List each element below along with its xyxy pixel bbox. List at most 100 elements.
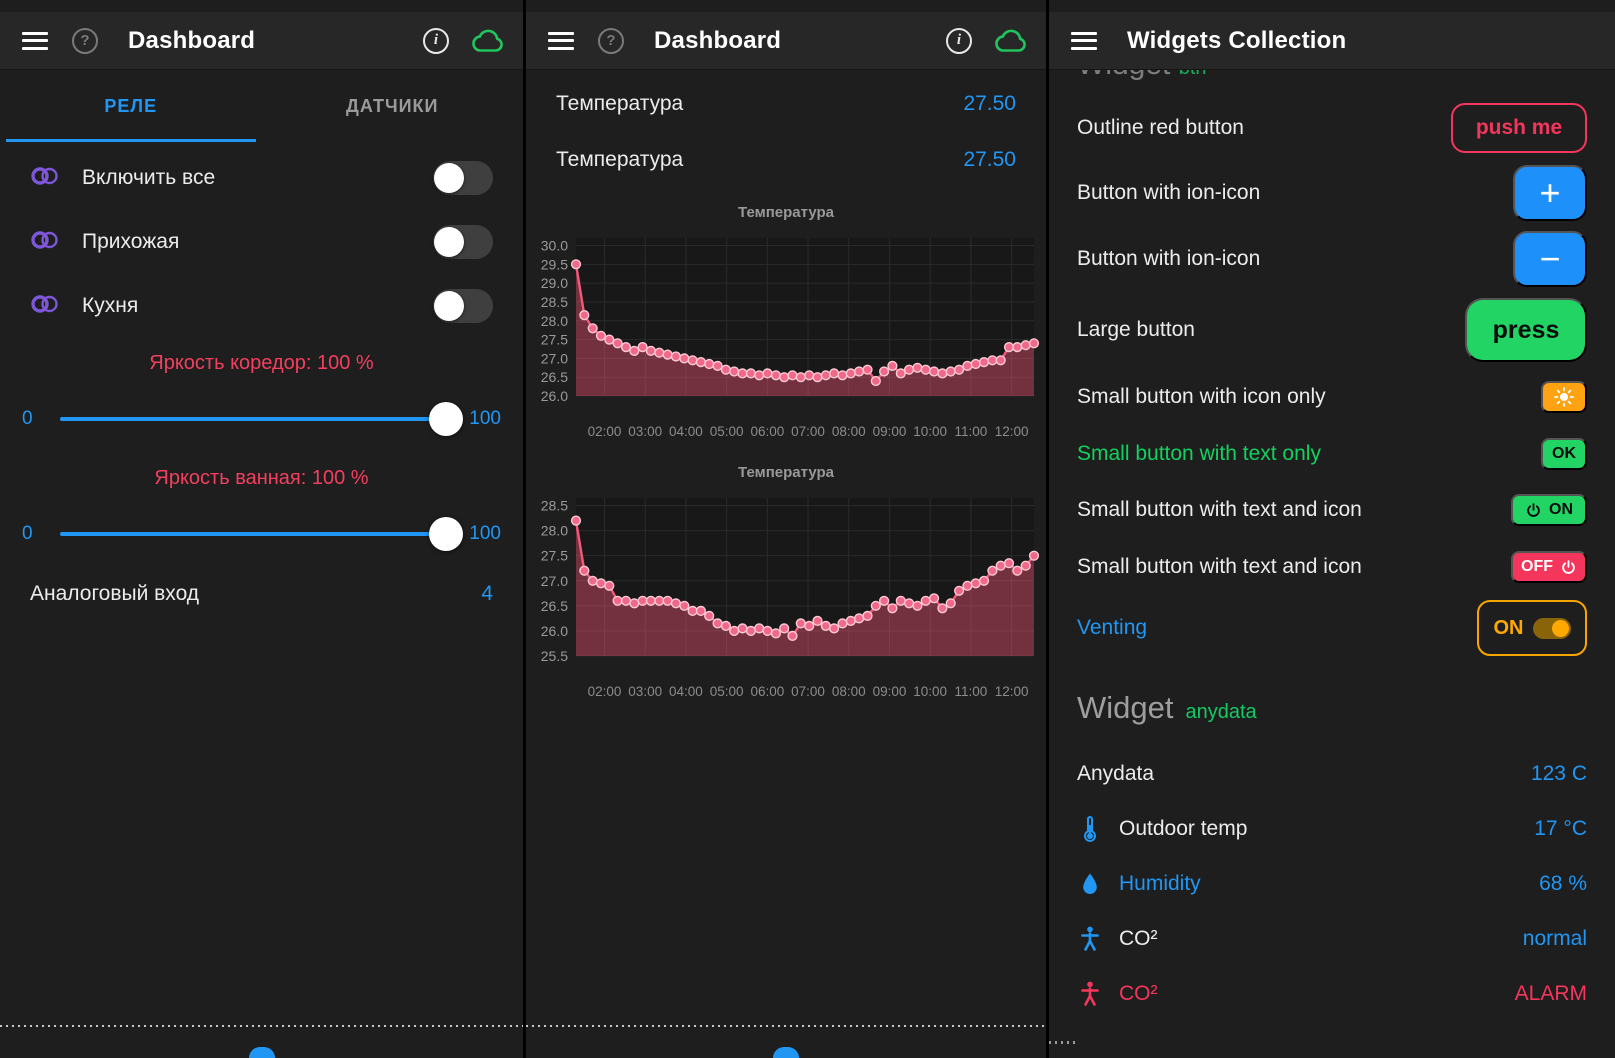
- menu-icon[interactable]: [544, 24, 578, 58]
- info-icon[interactable]: i: [419, 24, 453, 58]
- svg-text:07:00: 07:00: [791, 684, 825, 699]
- sun-icon: [1554, 387, 1574, 407]
- svg-text:12:00: 12:00: [995, 684, 1029, 699]
- row-label: CO²: [1119, 926, 1158, 950]
- row-label: Anydata: [1077, 761, 1155, 785]
- svg-text:09:00: 09:00: [873, 424, 907, 439]
- push-me-button[interactable]: push me: [1451, 103, 1587, 153]
- menu-icon[interactable]: [1067, 24, 1101, 58]
- toggle-on-icon: [1532, 617, 1571, 639]
- minus-button[interactable]: −: [1513, 231, 1587, 287]
- svg-text:08:00: 08:00: [832, 684, 866, 699]
- toggle-switch-hallway[interactable]: [433, 225, 493, 259]
- power-icon: [1527, 502, 1540, 517]
- info-icon[interactable]: i: [942, 24, 976, 58]
- panel-widgets-collection: Widgets Collection Widget btn Outline re…: [1049, 0, 1615, 1058]
- data-row-co2-alarm: CO² ALARM: [1049, 966, 1615, 1021]
- section-heading-anydata: Widget anydata: [1049, 690, 1615, 736]
- svg-text:10:00: 10:00: [913, 684, 947, 699]
- widget-row-off: Small button with text and icon OFF: [1049, 538, 1615, 596]
- press-button[interactable]: press: [1465, 298, 1587, 362]
- on-button[interactable]: ON: [1511, 494, 1587, 526]
- svg-text:30.0: 30.0: [541, 238, 568, 254]
- tab-relays[interactable]: РЕЛЕ: [0, 70, 262, 142]
- data-row-anydata: Anydata 123 C: [1049, 746, 1615, 801]
- section-subtitle: anydata: [1185, 701, 1257, 723]
- power-icon: [1562, 559, 1575, 574]
- svg-text:27.5: 27.5: [541, 332, 568, 348]
- row-label: Humidity: [1119, 871, 1201, 895]
- ok-button[interactable]: OK: [1541, 438, 1587, 470]
- plus-button[interactable]: +: [1513, 165, 1587, 221]
- help-icon[interactable]: ?: [594, 24, 628, 58]
- help-icon[interactable]: ?: [68, 24, 102, 58]
- slider-knob[interactable]: [429, 517, 464, 551]
- appbar: ? Dashboard i: [0, 12, 523, 70]
- data-row-outdoor-temp: Outdoor temp 17 °C: [1049, 801, 1615, 856]
- analog-input-row: Аналоговый вход 4: [0, 566, 523, 622]
- row-label: Button with ion-icon: [1077, 247, 1261, 270]
- slider-knob[interactable]: [429, 402, 464, 436]
- widget-row-outline-red: Outline red button push me: [1049, 96, 1615, 160]
- svg-text:06:00: 06:00: [750, 424, 784, 439]
- svg-text:25.5: 25.5: [541, 648, 568, 664]
- slider-track[interactable]: [60, 399, 464, 439]
- row-label: Small button with icon only: [1077, 385, 1326, 408]
- panel-divider: [523, 0, 526, 1058]
- svg-text:27.0: 27.0: [541, 573, 568, 589]
- svg-text:11:00: 11:00: [955, 684, 988, 699]
- sun-button[interactable]: [1541, 381, 1587, 413]
- off-button[interactable]: OFF: [1511, 551, 1587, 583]
- row-value: 123 C: [1530, 761, 1587, 785]
- slider-label: Яркость коредор: 100 %: [149, 352, 374, 374]
- temperature-chart-1: Температура 26.0 26.5 27.0 27.5 28.0 28.5 29.0…: [526, 204, 1046, 442]
- venting-button[interactable]: ON: [1477, 600, 1587, 656]
- row-label: Large button: [1077, 318, 1195, 341]
- widget-row-on: Small button with text and icon ON: [1049, 482, 1615, 538]
- svg-text:02:00: 02:00: [588, 424, 622, 439]
- line-chart: 25.5 26.0 26.5 27.0 27.5 28.0 28.5 02:00 03:00 04…: [541, 498, 1040, 699]
- slider-track[interactable]: [60, 514, 464, 554]
- slider-bathroom: Яркость ванная: 100 % 0 100: [0, 467, 523, 554]
- svg-text:26.5: 26.5: [541, 369, 568, 385]
- svg-text:03:00: 03:00: [628, 684, 662, 699]
- switch-row-hallway: Прихожая: [0, 214, 523, 270]
- venting-state-label: ON: [1493, 616, 1524, 639]
- toggle-widget-icon: [30, 293, 60, 320]
- temperature-row: Температура 27.50: [526, 132, 1046, 188]
- switch-label: Прихожая: [82, 230, 180, 253]
- chart-title: Температура: [738, 204, 834, 221]
- svg-text:11:00: 11:00: [955, 424, 988, 439]
- panel-dashboard-charts: ? Dashboard i Температура 27.50 Температ…: [526, 0, 1046, 1058]
- temperature-value: 27.50: [963, 148, 1016, 171]
- row-value: 17 °C: [1534, 816, 1587, 840]
- dotted-divider: [0, 1025, 523, 1028]
- widget-row-venting: Venting ON: [1049, 596, 1615, 660]
- svg-text:06:00: 06:00: [750, 684, 784, 699]
- chart-title: Температура: [738, 464, 834, 481]
- svg-text:28.5: 28.5: [541, 498, 568, 514]
- person-icon: [1077, 926, 1103, 952]
- menu-icon[interactable]: [18, 24, 52, 58]
- next-widget-peek: [773, 1047, 799, 1058]
- row-value: 68 %: [1539, 871, 1587, 895]
- svg-text:29.0: 29.0: [541, 275, 568, 291]
- tab-sensors[interactable]: ДАТЧИКИ: [346, 95, 439, 116]
- cloud-status-icon: [994, 24, 1028, 58]
- row-label: Outline red button: [1077, 116, 1244, 139]
- page-title: Widgets Collection: [1127, 26, 1347, 54]
- svg-text:12:00: 12:00: [995, 424, 1029, 439]
- toggle-switch-kitchen[interactable]: [433, 289, 493, 323]
- on-label: ON: [1549, 501, 1573, 518]
- widget-row-large-button: Large button press: [1049, 292, 1615, 368]
- clipped-heading-word: Widget: [1077, 70, 1170, 81]
- temperature-label: Температура: [556, 148, 684, 171]
- row-label: Small button with text and icon: [1077, 498, 1362, 521]
- slider-label: Яркость ванная: 100 %: [154, 467, 369, 489]
- svg-text:26.0: 26.0: [541, 388, 568, 404]
- svg-text:28.0: 28.0: [541, 313, 568, 329]
- droplet-icon: [1077, 872, 1103, 896]
- toggle-switch-all[interactable]: [433, 161, 493, 195]
- svg-text:07:00: 07:00: [791, 424, 825, 439]
- appbar: Widgets Collection: [1049, 12, 1615, 70]
